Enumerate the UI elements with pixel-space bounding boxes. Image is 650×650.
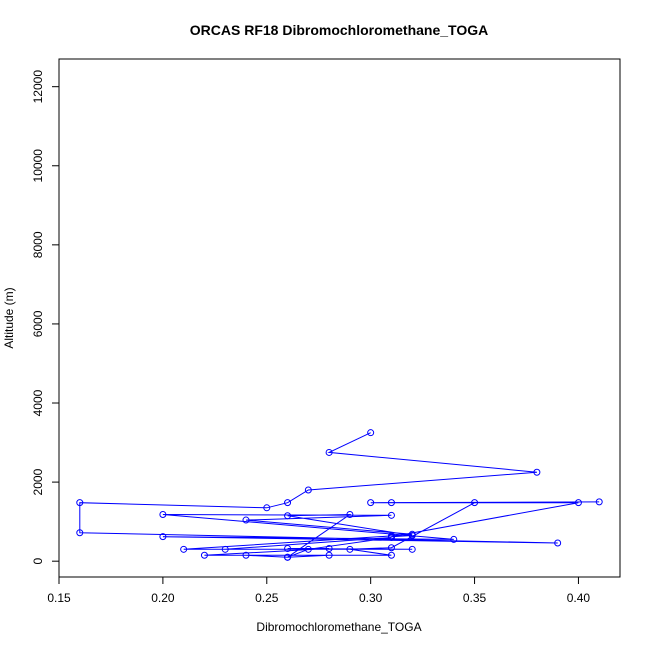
data-point [574, 499, 582, 507]
y-tick-label: 4000 [31, 389, 45, 416]
data-point [450, 535, 458, 543]
x-tick-label: 0.30 [359, 591, 383, 605]
data-point [304, 486, 312, 494]
data-point [263, 504, 271, 512]
data-point [159, 511, 167, 519]
data-point [471, 499, 479, 507]
data-point [242, 551, 250, 559]
data-point [304, 545, 312, 553]
y-tick-label: 12000 [31, 70, 45, 104]
x-axis: 0.15 0.20 0.25 0.30 0.35 0.40 [47, 577, 590, 605]
data-point [284, 545, 292, 553]
data-point [200, 551, 208, 559]
data-point [387, 544, 395, 552]
data-point [284, 553, 292, 561]
chart-title: ORCAS RF18 Dibromochloromethane_TOGA [190, 22, 488, 38]
series-layer [76, 429, 603, 561]
data-point [325, 545, 333, 553]
data-point [325, 448, 333, 456]
x-tick-label: 0.20 [151, 591, 175, 605]
data-point [387, 511, 395, 519]
data-point [367, 429, 375, 437]
data-point [159, 533, 167, 541]
data-point [408, 531, 416, 539]
x-tick-label: 0.25 [255, 591, 279, 605]
data-point [346, 511, 354, 519]
data-point [595, 498, 603, 506]
data-point [533, 468, 541, 476]
x-tick-label: 0.40 [567, 591, 591, 605]
y-axis-label: Altitude (m) [2, 287, 16, 348]
data-point [387, 499, 395, 507]
y-tick-label: 2000 [31, 468, 45, 495]
data-point [221, 545, 229, 553]
data-point [408, 545, 416, 553]
x-tick-label: 0.35 [463, 591, 487, 605]
data-point [76, 499, 84, 507]
y-tick-label: 0 [31, 558, 45, 565]
data-point [346, 545, 354, 553]
y-tick-label: 10000 [31, 149, 45, 183]
data-point [387, 533, 395, 541]
data-point [367, 499, 375, 507]
data-point [284, 499, 292, 507]
data-point [554, 539, 562, 547]
x-tick-label: 0.15 [47, 591, 71, 605]
data-point [242, 516, 250, 524]
y-tick-label: 8000 [31, 231, 45, 258]
data-point [76, 529, 84, 537]
data-point [325, 551, 333, 559]
data-point [284, 512, 292, 520]
data-point [387, 551, 395, 559]
series-line [79, 432, 600, 558]
plot-frame [58, 58, 621, 578]
data-point [180, 545, 188, 553]
y-axis: 0 2000 4000 6000 8000 10000 12000 [31, 70, 59, 565]
x-axis-label: Dibromochloromethane_TOGA [256, 620, 421, 634]
y-tick-label: 6000 [31, 310, 45, 337]
